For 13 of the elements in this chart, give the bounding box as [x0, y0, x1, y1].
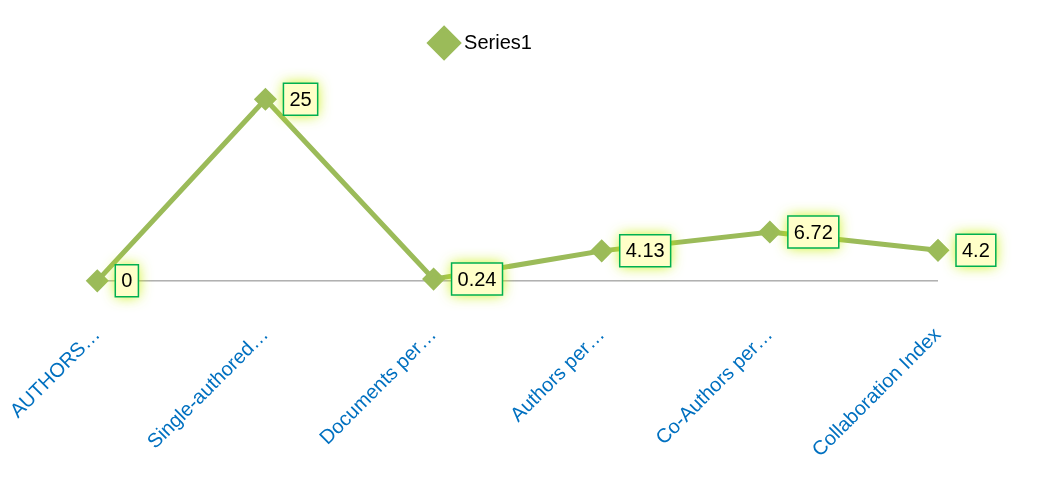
data-label: 6.72 — [793, 220, 833, 243]
point — [591, 240, 613, 262]
point — [254, 88, 276, 110]
data-label: 4.13 — [625, 239, 665, 262]
point — [927, 239, 949, 261]
point — [86, 270, 108, 292]
data-label: 25 — [289, 87, 312, 110]
point — [423, 268, 445, 290]
data-label: 0.24 — [457, 267, 497, 290]
data-label: 4.2 — [962, 238, 990, 261]
data-label: 0 — [121, 269, 133, 292]
legend-label: Series1 — [464, 30, 532, 53]
point — [759, 221, 781, 243]
